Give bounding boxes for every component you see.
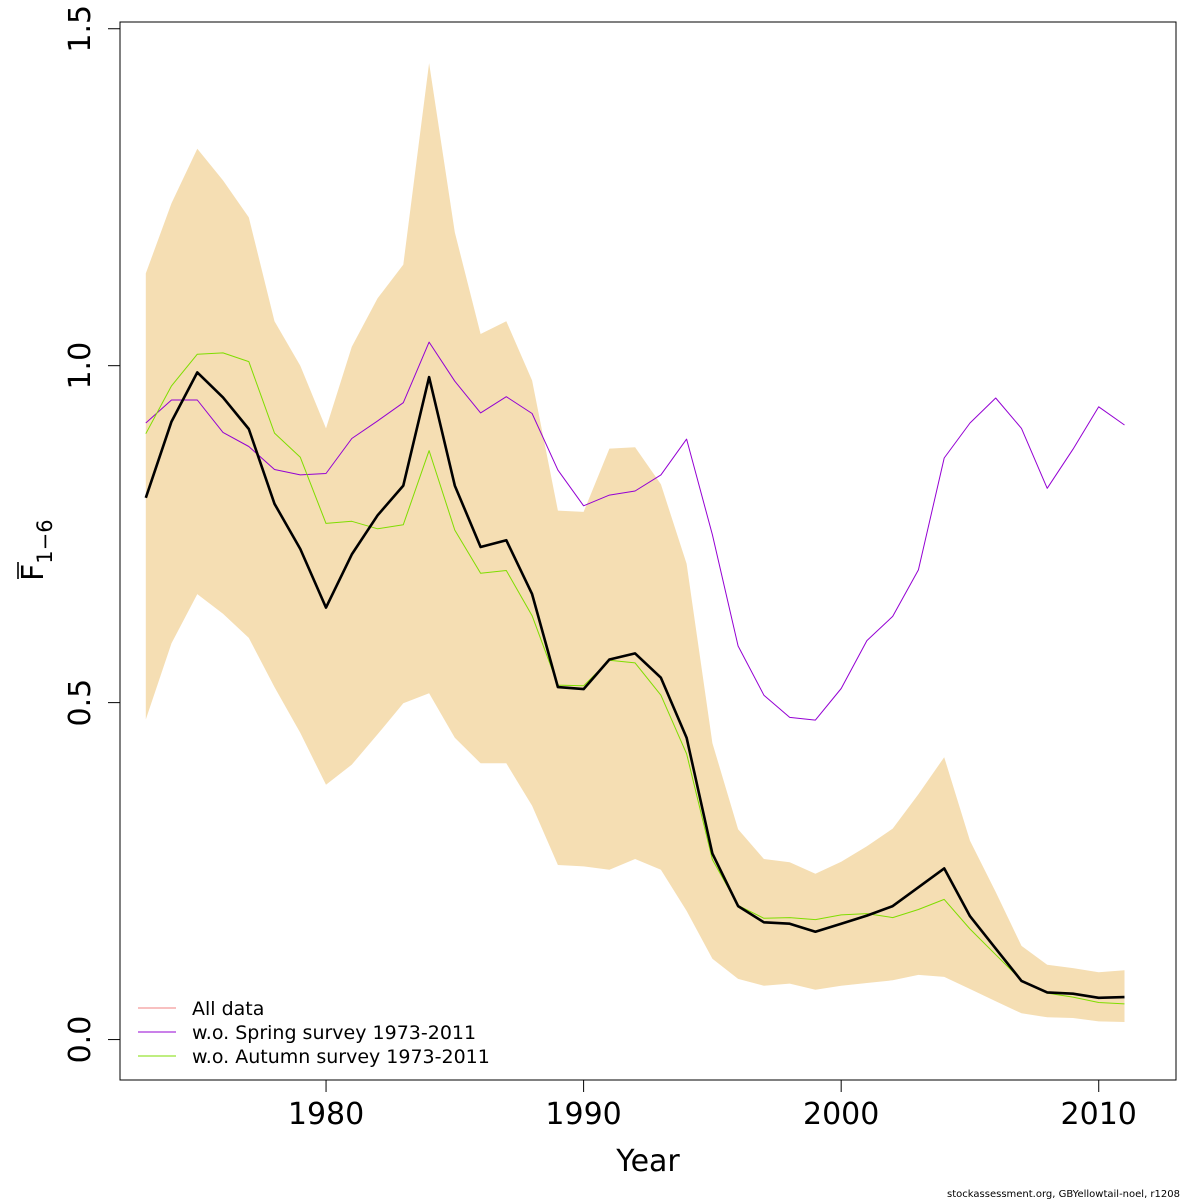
x-tick-label: 1990 xyxy=(545,1097,621,1132)
x-tick-label: 2010 xyxy=(1061,1097,1137,1132)
y-tick-label: 0.0 xyxy=(63,1016,98,1064)
series-line-w-o-spring-survey-1973-2011 xyxy=(145,341,1125,721)
y-axis-title-main: F xyxy=(16,564,51,581)
series-line-w-o-autumn-survey-1973-2011 xyxy=(145,352,1125,1005)
series-line-all-data xyxy=(144,371,1125,1000)
x-axis: 1980 1990 2000 2010 xyxy=(288,1079,1137,1132)
y-tick-label: 1.0 xyxy=(63,342,98,390)
x-tick-label: 2000 xyxy=(803,1097,879,1132)
y-tick-label: 1.5 xyxy=(63,5,98,53)
legend-label: w.o. Spring survey 1973-2011 xyxy=(192,1022,476,1044)
legend-label: All data xyxy=(192,998,264,1020)
legend-label: w.o. Autumn survey 1973-2011 xyxy=(192,1046,490,1068)
series-layer xyxy=(144,341,1125,1005)
y-tick-label: 0.5 xyxy=(63,679,98,727)
x-axis-title: Year xyxy=(615,1144,680,1179)
y-axis-title: F1−6 xyxy=(16,519,57,581)
y-axis: 0.0 0.5 1.0 1.5 xyxy=(63,5,121,1064)
y-axis-title-sub: 1−6 xyxy=(33,519,57,563)
y-axis-title-text: F1−6 xyxy=(16,519,57,581)
source-caption: stockassessment.org, GBYellowtail-noel, … xyxy=(947,1189,1180,1200)
confidence-band xyxy=(145,63,1125,1023)
confidence-band-layer xyxy=(145,63,1125,1023)
x-tick-label: 1980 xyxy=(288,1097,364,1132)
